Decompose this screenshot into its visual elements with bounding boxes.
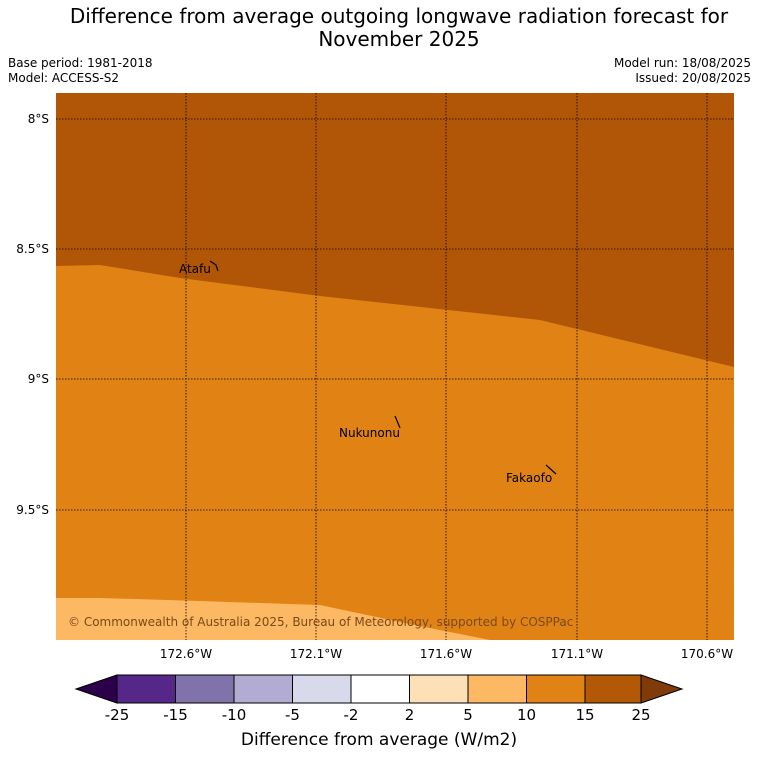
place-label-atafu: Atafu (179, 262, 211, 276)
colorbar-bin (584, 674, 642, 704)
colorbar-bin (233, 674, 293, 704)
lat-label: 8.5°S (16, 242, 49, 256)
colorbar-tick: -15 (163, 706, 188, 724)
colorbar-ticks: -25 -15 -10 -5 -2 2 5 10 15 25 (105, 706, 651, 724)
gridlines (56, 93, 734, 640)
colorbar-tick: 10 (517, 706, 536, 724)
colorbar-tick: 5 (463, 706, 473, 724)
model-name: Model: ACCESS-S2 (8, 71, 120, 85)
lat-label: 9°S (28, 372, 49, 386)
colorbar-bin (467, 674, 527, 704)
lon-label: 171.1°W (551, 647, 603, 661)
colorbar (74, 674, 684, 704)
copyright-notice: © Commonwealth of Australia 2025, Bureau… (68, 615, 573, 629)
model-run: Model run: 18/08/2025 (613, 56, 751, 70)
title-line-2: November 2025 (318, 27, 480, 51)
colorbar-label: Difference from average (W/m2) (240, 730, 518, 750)
colorbar-bin (409, 674, 469, 704)
latitude-labels: 8°S 8.5°S 9°S 9.5°S (16, 112, 49, 517)
colorbar-tick: 2 (405, 706, 415, 724)
colorbar-tick: -10 (222, 706, 247, 724)
colorbar-tick: 25 (631, 706, 650, 724)
lon-label: 172.1°W (290, 647, 342, 661)
colorbar-bin (292, 674, 352, 704)
longitude-labels: 172.6°W 172.1°W 171.6°W 171.1°W 170.6°W (160, 647, 733, 661)
lon-label: 172.6°W (160, 647, 212, 661)
lat-label: 9.5°S (16, 503, 49, 517)
nukunonu-island (394, 415, 401, 429)
meta-right: Model run: 18/08/2025 Issued: 20/08/2025 (614, 56, 751, 86)
islands (209, 260, 557, 475)
colorbar-bin (526, 674, 586, 704)
base-period: Base period: 1981-2018 (8, 56, 153, 70)
colorbar-bin (350, 674, 410, 704)
colorbar-bin (175, 674, 235, 704)
atafu-island (209, 260, 219, 272)
map-panel: Atafu Nukunonu Fakaofo © Commonwealth of… (56, 93, 734, 640)
place-label-fakaofo: Fakaofo (506, 471, 552, 485)
issued-date: Issued: 20/08/2025 (635, 71, 751, 85)
colorbar-tick: -5 (285, 706, 300, 724)
colorbar-extend-low (74, 674, 118, 704)
place-label-nukunonu: Nukunonu (339, 426, 400, 440)
chart-title: Difference from average outgoing longwav… (0, 5, 758, 51)
lon-label: 171.6°W (420, 647, 472, 661)
region-10-to-15 (56, 265, 734, 640)
fakaofo-island (545, 464, 557, 475)
colorbar-tick: -25 (105, 706, 130, 724)
meta-left: Base period: 1981-2018 Model: ACCESS-S2 (8, 56, 153, 86)
lat-label: 8°S (28, 112, 49, 126)
lon-label: 170.6°W (681, 647, 733, 661)
colorbar-tick: -2 (344, 706, 359, 724)
region-5-to-10 (56, 598, 490, 640)
colorbar-bin (116, 674, 176, 704)
colorbar-extend-high (640, 674, 684, 704)
colorbar-tick: 15 (575, 706, 594, 724)
title-line-1: Difference from average outgoing longwav… (69, 4, 729, 28)
